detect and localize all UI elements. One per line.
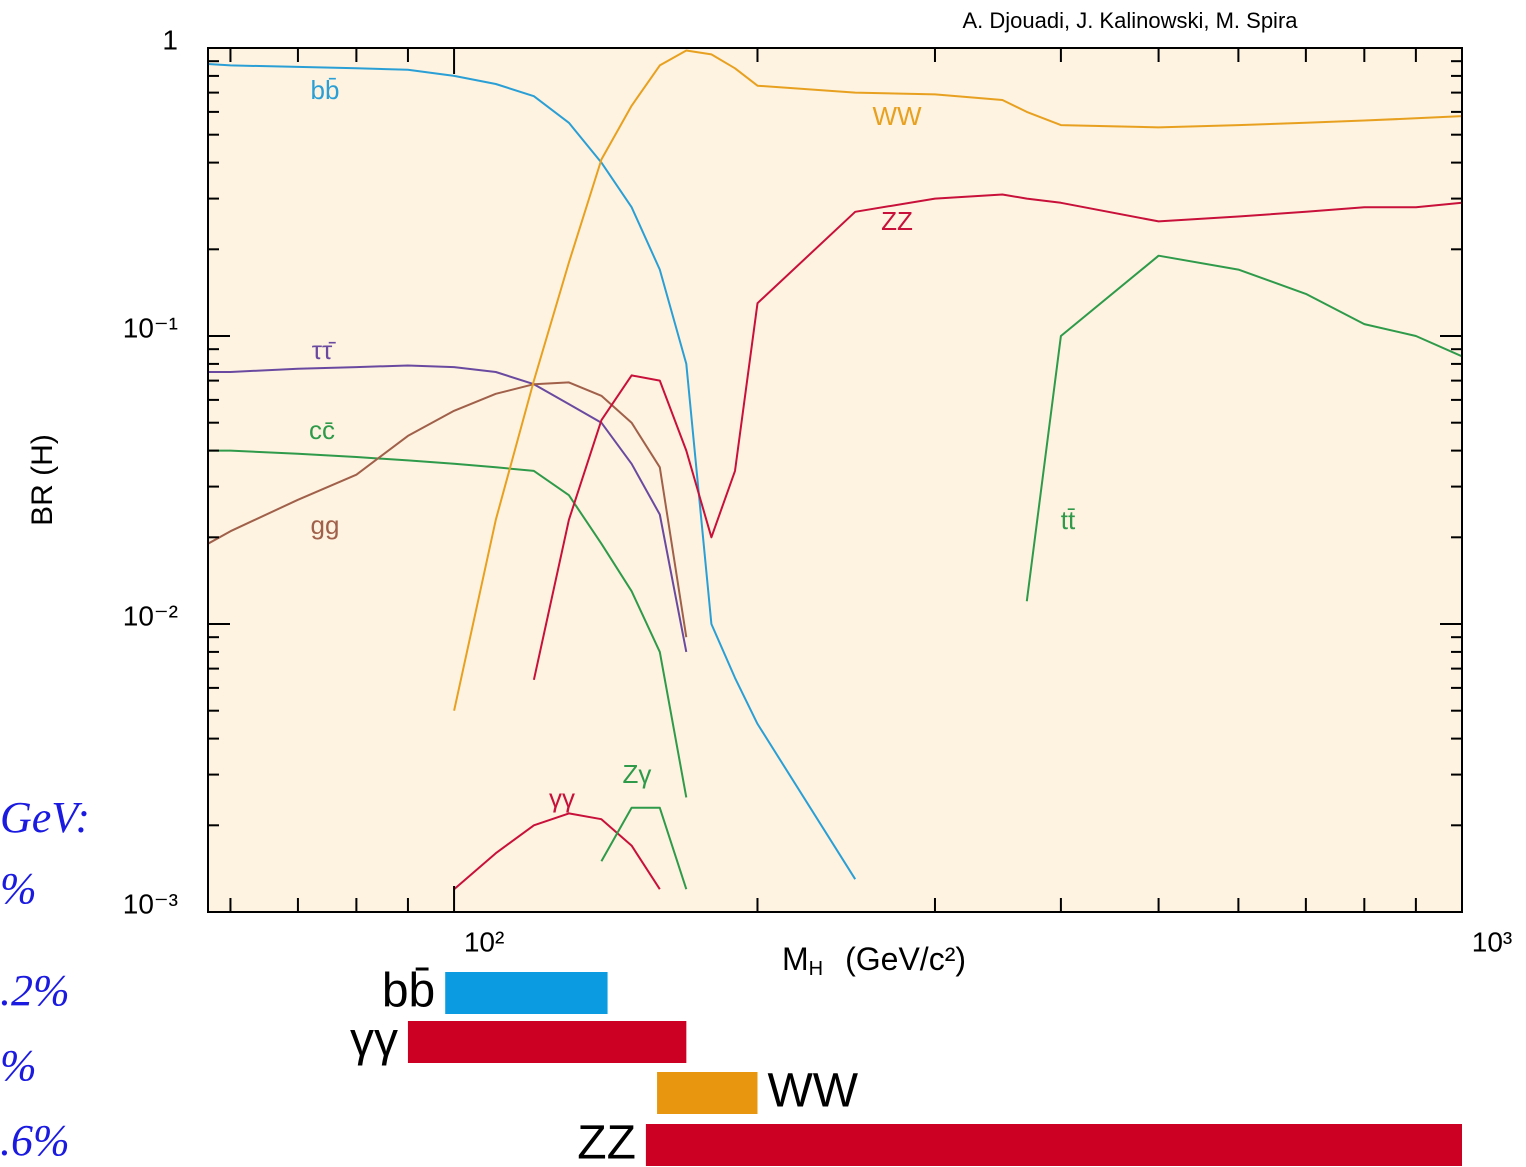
curve-label: bb̄ xyxy=(311,75,340,105)
x-tick-label: 10² xyxy=(464,926,504,957)
curve xyxy=(532,193,1462,681)
curve xyxy=(208,381,688,638)
side-note: .6% xyxy=(0,1116,70,1165)
range-bar xyxy=(657,1072,758,1114)
curve-label: cc̄ xyxy=(309,415,335,445)
side-note: .2% xyxy=(0,966,70,1015)
x-label-unit: (GeV/c²) xyxy=(845,941,966,977)
curve-label: tt̄ xyxy=(1061,505,1076,535)
curve xyxy=(208,449,688,798)
range-bar xyxy=(407,1021,687,1063)
x-tick-label: 10³ xyxy=(1472,926,1512,957)
y-tick-label: 10⁻² xyxy=(123,600,178,631)
curve xyxy=(208,63,857,880)
curve xyxy=(453,49,1462,711)
curve xyxy=(1025,254,1462,602)
curve xyxy=(600,806,688,890)
side-note: GeV: xyxy=(0,793,90,842)
credit: A. Djouadi, J. Kalinowski, M. Spira xyxy=(962,8,1298,33)
curve-label: WW xyxy=(872,101,922,131)
y-tick-label: 1 xyxy=(162,24,178,55)
plot-area xyxy=(208,48,1462,912)
curve xyxy=(208,364,688,653)
curve-label: gg xyxy=(311,510,340,540)
x-label-symbol: M xyxy=(782,941,809,977)
side-note: % xyxy=(0,864,37,913)
curve-label: Zγ xyxy=(623,759,652,789)
curve-label: ττ̄ xyxy=(312,335,337,365)
range-bar xyxy=(645,1124,1462,1166)
y-tick-label: 10⁻¹ xyxy=(123,312,178,343)
range-label: bb̄ xyxy=(382,965,435,1018)
range-bar xyxy=(445,972,608,1014)
x-axis-label: MH (GeV/c²) xyxy=(782,941,966,980)
side-note: % xyxy=(0,1041,37,1090)
range-label: WW xyxy=(767,1065,858,1118)
plot-frame xyxy=(207,47,1463,913)
curves xyxy=(208,49,1462,890)
y-axis-label: BR (H) xyxy=(26,434,59,526)
curve xyxy=(453,812,661,890)
curve-label: γγ xyxy=(549,783,575,813)
x-label-subscript: H xyxy=(809,958,823,980)
range-label: ZZ xyxy=(577,1117,636,1167)
y-tick-label: 10⁻³ xyxy=(123,888,178,919)
range-label: γγ xyxy=(350,1014,398,1067)
curve-label: ZZ xyxy=(881,206,913,236)
